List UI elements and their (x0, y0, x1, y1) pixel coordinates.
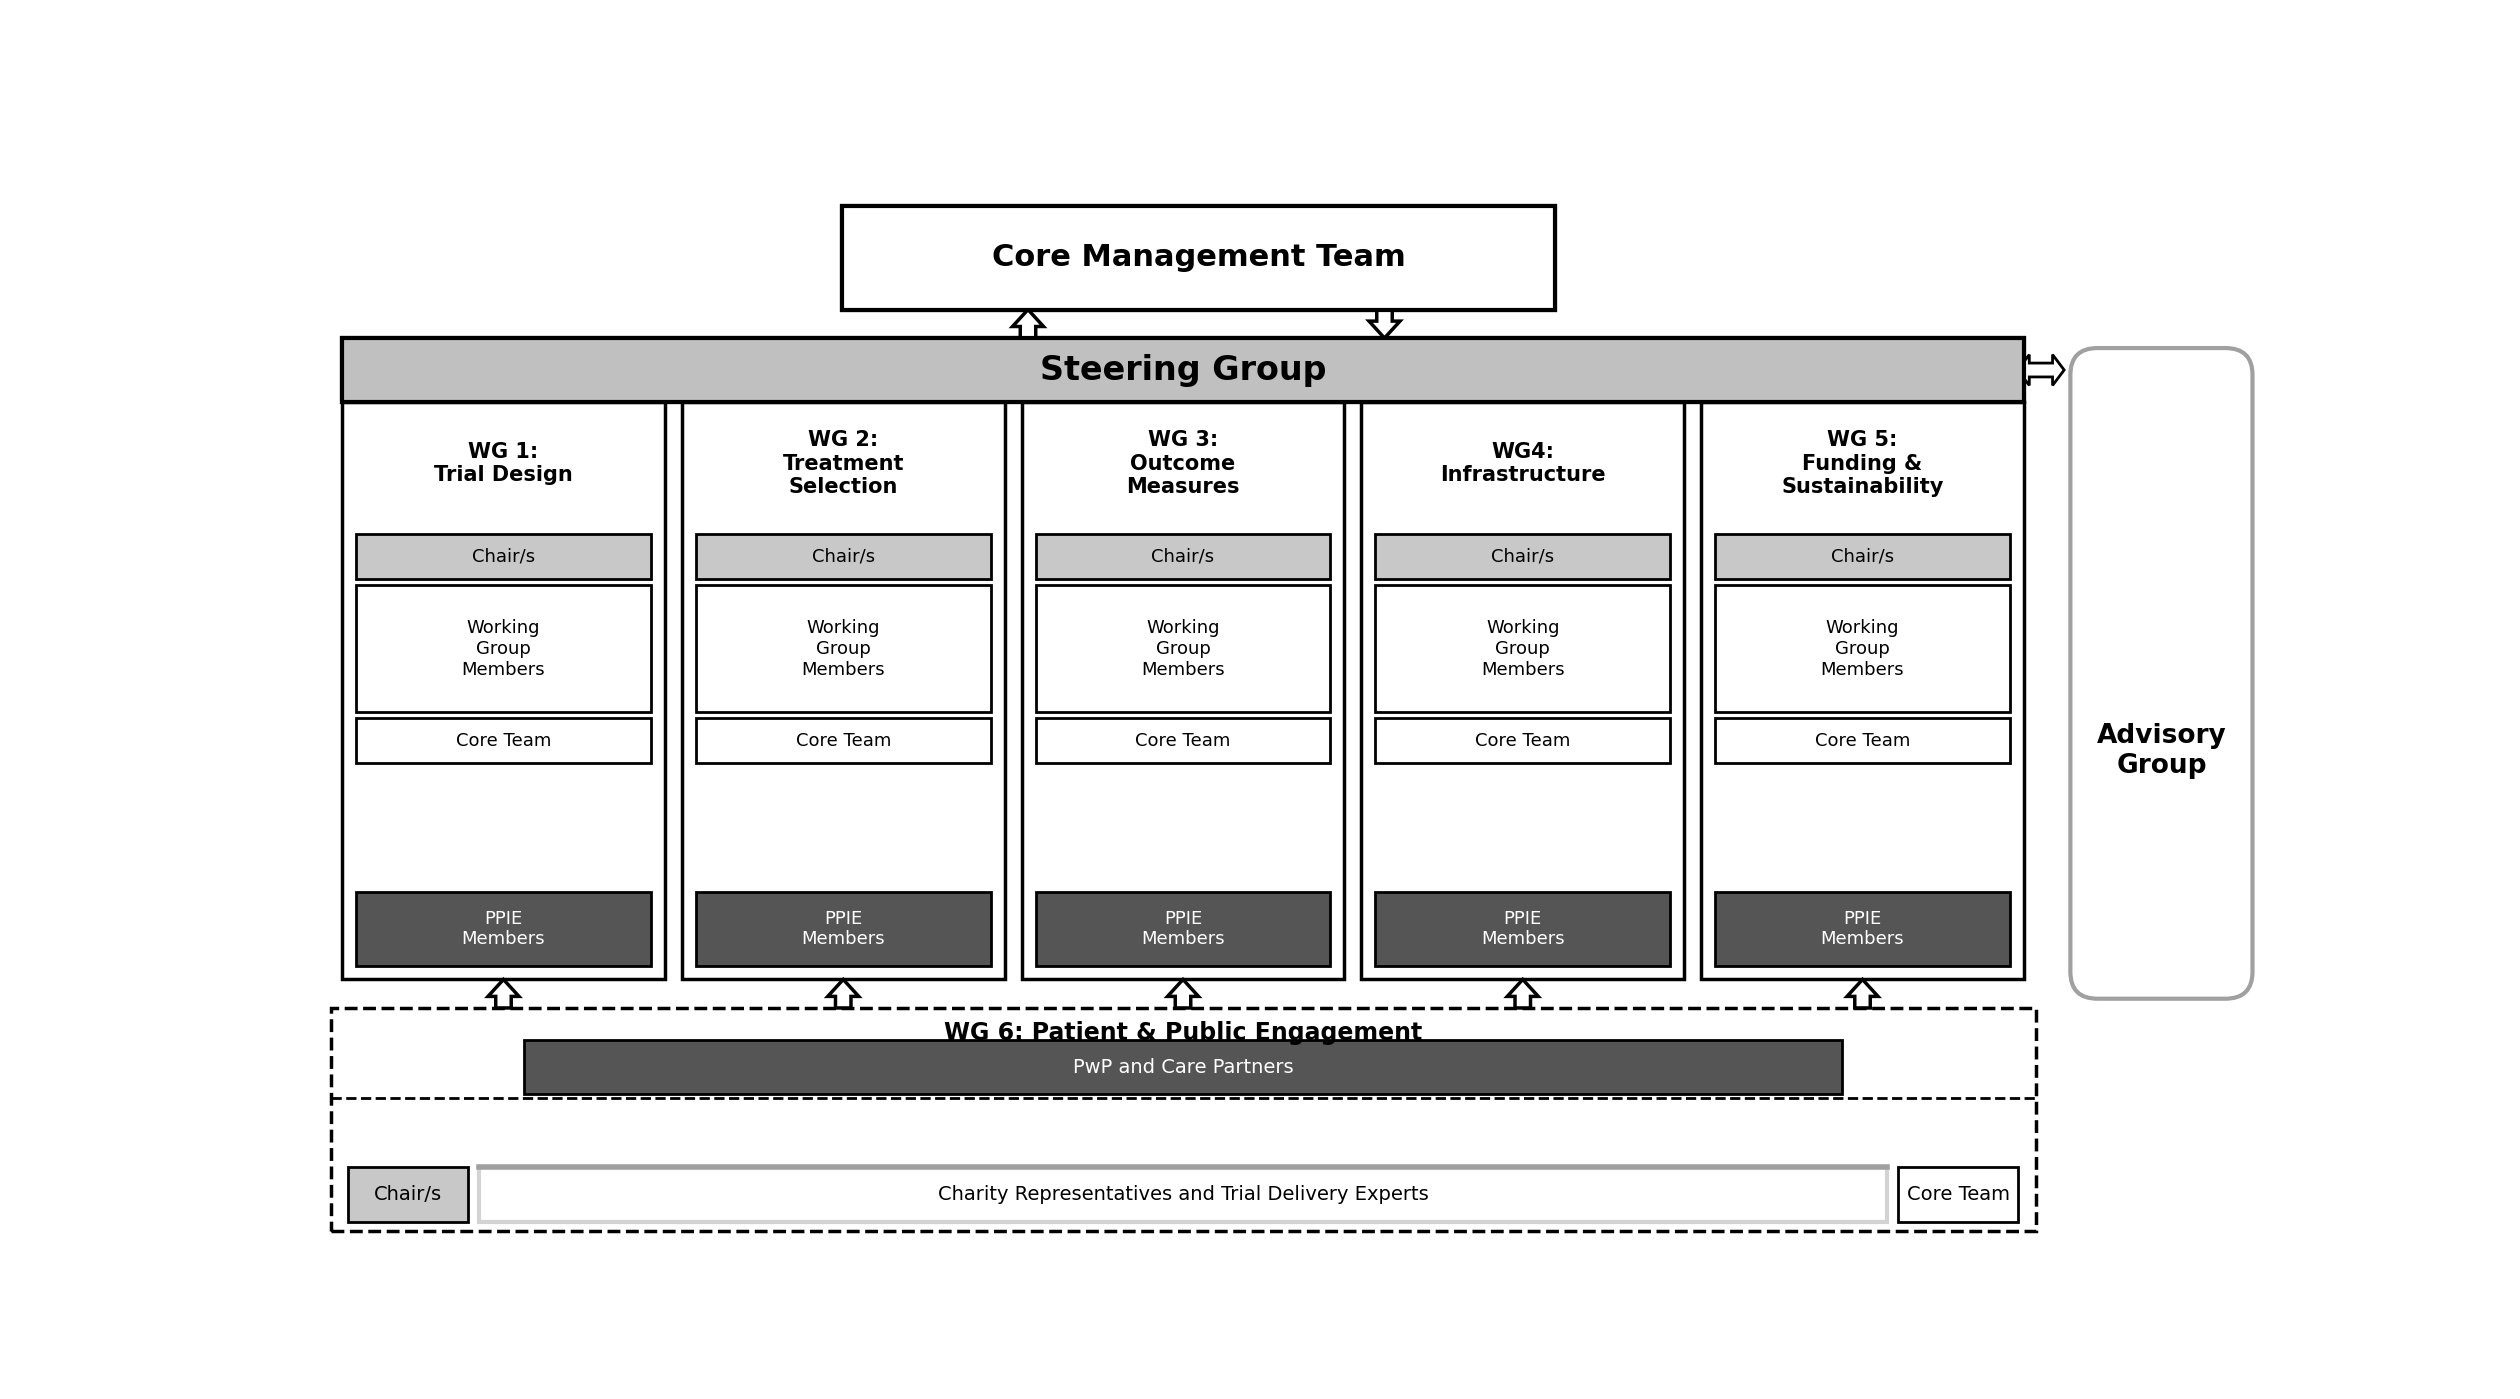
Polygon shape (1507, 340, 1537, 402)
Text: Core Management Team: Core Management Team (993, 243, 1406, 271)
FancyBboxPatch shape (1376, 719, 1671, 762)
Text: WG 6: Patient & Public Engagement: WG 6: Patient & Public Engagement (945, 1021, 1421, 1045)
Text: PPIE
Members: PPIE Members (1142, 909, 1225, 949)
Text: WG 1:
Trial Design: WG 1: Trial Design (433, 442, 572, 485)
Text: PwP and Care Partners: PwP and Care Partners (1074, 1058, 1293, 1077)
Text: PPIE
Members: PPIE Members (801, 909, 885, 949)
Polygon shape (1013, 309, 1043, 339)
FancyBboxPatch shape (1716, 534, 2011, 579)
FancyBboxPatch shape (696, 719, 990, 762)
Text: Chair/s: Chair/s (1832, 548, 1895, 565)
Polygon shape (489, 340, 519, 402)
Text: Core Team: Core Team (796, 732, 892, 750)
FancyBboxPatch shape (1376, 893, 1671, 965)
Polygon shape (827, 340, 859, 402)
Text: WG4:
Infrastructure: WG4: Infrastructure (1439, 442, 1605, 485)
Text: Core Management Team: Core Management Team (993, 243, 1406, 271)
FancyBboxPatch shape (696, 585, 990, 712)
FancyBboxPatch shape (1376, 585, 1671, 712)
FancyBboxPatch shape (842, 206, 1555, 309)
Text: Chair/s: Chair/s (373, 1185, 441, 1203)
Polygon shape (1847, 979, 1877, 1007)
FancyBboxPatch shape (524, 1041, 1842, 1094)
Text: Chair/s: Chair/s (1492, 548, 1555, 565)
Text: Core Team: Core Team (456, 732, 552, 750)
Text: Working
Group
Members: Working Group Members (801, 618, 885, 679)
FancyBboxPatch shape (696, 893, 990, 965)
FancyBboxPatch shape (1036, 719, 1331, 762)
Polygon shape (2019, 354, 2064, 385)
Text: Advisory
Group: Advisory Group (2097, 723, 2225, 779)
Text: Core Team: Core Team (1908, 1185, 2011, 1203)
FancyBboxPatch shape (343, 339, 2024, 402)
FancyBboxPatch shape (1716, 719, 2011, 762)
FancyBboxPatch shape (1898, 1167, 2019, 1221)
Text: Core Team: Core Team (1474, 732, 1570, 750)
FancyBboxPatch shape (1021, 402, 1343, 979)
Polygon shape (1167, 340, 1200, 402)
FancyBboxPatch shape (1716, 893, 2011, 965)
FancyBboxPatch shape (1036, 534, 1331, 579)
FancyBboxPatch shape (355, 534, 650, 579)
Polygon shape (1368, 309, 1401, 339)
FancyBboxPatch shape (1361, 402, 1683, 979)
FancyBboxPatch shape (479, 1167, 1887, 1221)
Polygon shape (1507, 979, 1537, 1007)
Text: Working
Group
Members: Working Group Members (1822, 618, 1905, 679)
FancyBboxPatch shape (1716, 585, 2011, 712)
Polygon shape (489, 979, 519, 1007)
Text: Charity Representatives and Trial Delivery Experts: Charity Representatives and Trial Delive… (937, 1185, 1429, 1203)
Text: Steering Group: Steering Group (1041, 354, 1326, 386)
FancyBboxPatch shape (343, 339, 2024, 402)
Text: Working
Group
Members: Working Group Members (1482, 618, 1565, 679)
Polygon shape (1167, 979, 1200, 1007)
FancyBboxPatch shape (330, 1007, 2036, 1231)
FancyBboxPatch shape (1701, 402, 2024, 979)
FancyBboxPatch shape (2071, 348, 2253, 999)
FancyBboxPatch shape (343, 402, 665, 979)
Text: WG 2:
Treatment
Selection: WG 2: Treatment Selection (784, 431, 905, 497)
Text: Working
Group
Members: Working Group Members (461, 618, 544, 679)
FancyBboxPatch shape (696, 534, 990, 579)
Text: Core Team: Core Team (1814, 732, 1910, 750)
FancyBboxPatch shape (683, 402, 1005, 979)
FancyBboxPatch shape (1376, 534, 1671, 579)
Text: WG 5:
Funding &
Sustainability: WG 5: Funding & Sustainability (1782, 431, 1943, 497)
Polygon shape (827, 979, 859, 1007)
Text: Chair/s: Chair/s (1152, 548, 1215, 565)
FancyBboxPatch shape (355, 585, 650, 712)
Text: Steering Group: Steering Group (1041, 354, 1326, 386)
FancyBboxPatch shape (355, 719, 650, 762)
FancyBboxPatch shape (842, 206, 1555, 309)
Text: PPIE
Members: PPIE Members (1822, 909, 1905, 949)
FancyBboxPatch shape (355, 893, 650, 965)
FancyBboxPatch shape (1036, 585, 1331, 712)
Text: Chair/s: Chair/s (811, 548, 874, 565)
FancyBboxPatch shape (1036, 893, 1331, 965)
Polygon shape (1847, 340, 1877, 402)
Text: Chair/s: Chair/s (471, 548, 534, 565)
Text: Working
Group
Members: Working Group Members (1142, 618, 1225, 679)
FancyBboxPatch shape (348, 1167, 469, 1221)
Text: PPIE
Members: PPIE Members (1482, 909, 1565, 949)
Text: PPIE
Members: PPIE Members (461, 909, 544, 949)
Text: Core Team: Core Team (1137, 732, 1230, 750)
Text: WG 3:
Outcome
Measures: WG 3: Outcome Measures (1126, 431, 1240, 497)
